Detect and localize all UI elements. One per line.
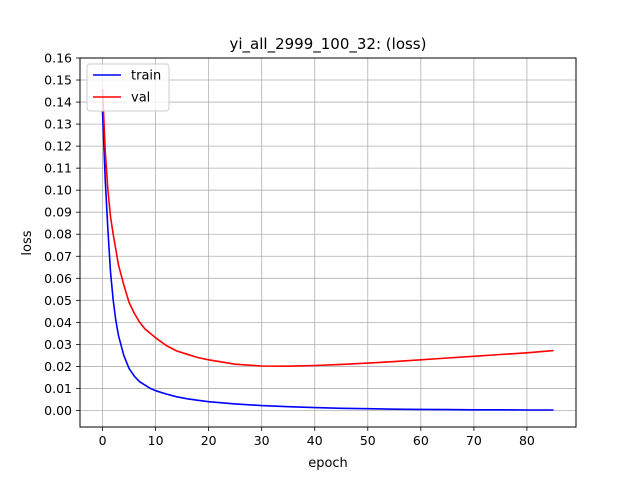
y-tick-label: 0.04 (44, 315, 72, 330)
series-lines (101, 88, 554, 411)
x-axis-ticks: 0 10 20 30 40 50 60 70 80 (99, 427, 535, 448)
y-tick-label: 0.12 (44, 139, 72, 154)
x-tick-label: 40 (307, 433, 323, 448)
y-tick-label: 0.14 (44, 95, 72, 110)
y-axis-ticks: 0.00 0.01 0.02 0.03 0.04 0.05 0.06 0.07 0.08 0.09… (44, 51, 80, 418)
x-tick-label: 10 (148, 433, 164, 448)
x-tick-label: 0 (99, 433, 107, 448)
x-tick-label: 60 (413, 433, 429, 448)
x-axis-label: epoch (308, 456, 348, 471)
y-tick-label: 0.16 (44, 51, 72, 66)
y-tick-label: 0.10 (44, 183, 72, 198)
chart-title: yi_all_2999_100_32: (loss) (230, 35, 427, 54)
plot-frame (79, 57, 577, 428)
x-tick-label: 80 (519, 433, 535, 448)
y-axis-label: loss (20, 230, 35, 255)
grid (80, 57, 576, 427)
y-tick-label: 0.09 (44, 205, 72, 220)
legend-label-train: train (131, 69, 161, 84)
y-tick-label: 0.03 (44, 337, 72, 352)
legend-label-val: val (131, 91, 150, 106)
y-tick-label: 0.15 (44, 73, 72, 88)
x-tick-label: 50 (360, 433, 376, 448)
y-tick-label: 0.00 (44, 403, 72, 418)
y-tick-label: 0.08 (44, 227, 72, 242)
x-tick-label: 30 (254, 433, 270, 448)
series-line-val (101, 88, 554, 368)
x-tick-label: 20 (201, 433, 217, 448)
y-tick-label: 0.13 (44, 117, 72, 132)
y-tick-label: 0.07 (44, 249, 72, 264)
y-tick-label: 0.02 (44, 359, 72, 374)
legend: train val (86, 63, 170, 112)
series-line-train (101, 110, 554, 411)
y-tick-label: 0.05 (44, 293, 72, 308)
y-tick-label: 0.06 (44, 271, 72, 286)
x-tick-label: 70 (466, 433, 482, 448)
y-tick-label: 0.11 (44, 161, 72, 176)
y-tick-label: 0.01 (44, 381, 72, 396)
